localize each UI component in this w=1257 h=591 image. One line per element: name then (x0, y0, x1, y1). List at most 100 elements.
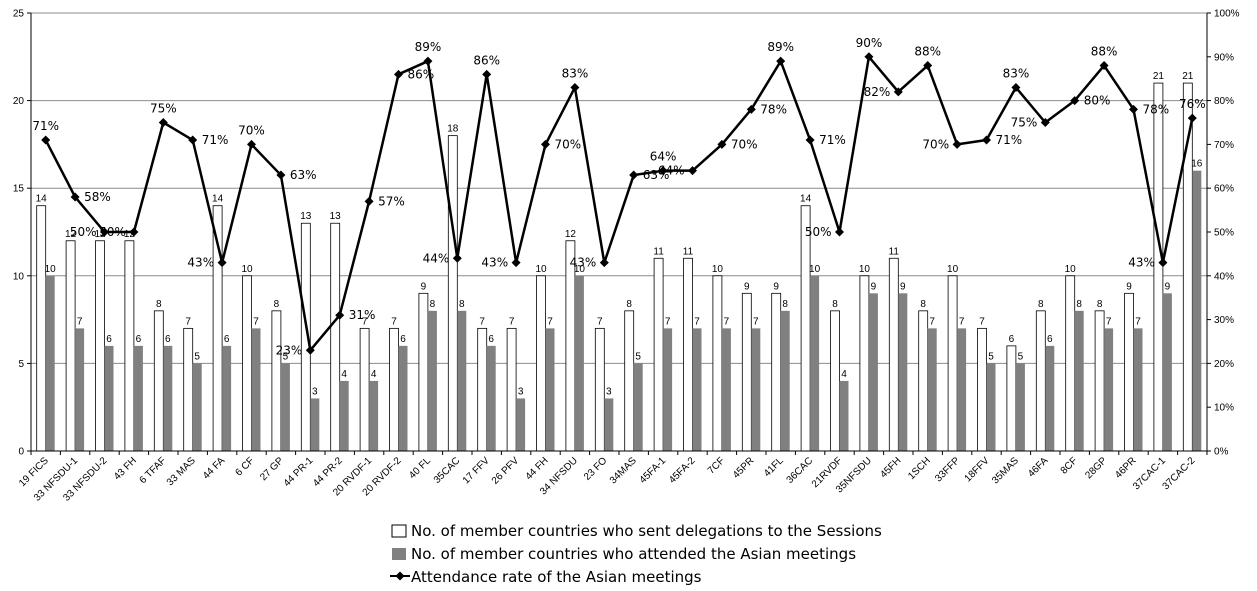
rate-value-label: 43% (187, 256, 214, 270)
bars (36, 82, 1202, 452)
bar-attended-value: 6 (1047, 334, 1053, 345)
x-axis-tick-label: 33FFP (933, 455, 962, 484)
bar-sent (36, 205, 47, 452)
rate-value-label: 64% (658, 164, 685, 178)
bar-attended (75, 328, 85, 451)
bar-attended-value: 6 (488, 334, 494, 345)
x-axis-tick-label: 34MAS (608, 455, 639, 486)
bar-sent-value: 8 (920, 299, 926, 310)
legend: No. of member countries who sent delegat… (390, 522, 882, 586)
bar-sent-value: 8 (626, 299, 632, 310)
rate-value-label: 43% (481, 256, 508, 270)
rate-marker (129, 227, 139, 237)
bar-sent (594, 327, 605, 452)
bar-attended (1133, 328, 1143, 451)
right-axis-tick-label: 30% (1214, 315, 1234, 326)
bar-sent (888, 257, 899, 452)
bar-attended-value: 7 (929, 316, 935, 327)
bar-attended-value: 7 (959, 316, 965, 327)
rate-value-label: 89% (767, 40, 794, 54)
bar-attended-value: 10 (45, 264, 57, 275)
rate-marker (893, 87, 903, 97)
bar-sent-value: 10 (712, 264, 724, 275)
rate-value-label: 50% (805, 225, 832, 239)
bar-sent-value: 7 (479, 316, 485, 327)
bar-attended (251, 328, 261, 451)
rate-value-label: 71% (202, 133, 229, 147)
x-axis-tick-label: 35MAS (990, 455, 1021, 486)
rate-value-label: 70% (922, 137, 949, 151)
rate-marker (717, 139, 727, 149)
rate-marker (1070, 96, 1080, 106)
bar-attended-value: 7 (253, 316, 259, 327)
bar-attended-value: 7 (724, 316, 730, 327)
bar-sent (712, 275, 723, 452)
rate-value-label: 71% (996, 133, 1023, 147)
bar-attended (1104, 328, 1114, 451)
bar-attended (839, 380, 849, 451)
bar-sent (447, 135, 458, 452)
x-axis-tick-label: 40 FL (407, 455, 433, 481)
bar-attended (1045, 345, 1055, 451)
x-axis-tick-label: 44 PR-1 (282, 455, 316, 489)
rate-value-label: 88% (1091, 45, 1118, 59)
bar-attended (663, 328, 673, 451)
rate-marker (1129, 104, 1138, 114)
rate-value-label: 80% (1084, 94, 1111, 108)
data-labels: 1410127126126867514610785133134747698188… (32, 36, 1205, 398)
bar-sent (947, 275, 958, 452)
legend-marker-rate (395, 571, 405, 581)
legend-swatch-attended (392, 548, 406, 560)
rate-marker (482, 69, 492, 79)
bar-sent (95, 240, 105, 452)
bar-sent (859, 275, 870, 452)
bar-attended-value: 10 (809, 264, 821, 275)
bar-attended-value: 3 (312, 386, 318, 397)
bar-attended-value: 7 (753, 316, 759, 327)
bar-sent-value: 14 (212, 194, 224, 205)
rate-marker (658, 166, 668, 176)
x-axis-tick-label: 45FH (878, 455, 903, 480)
x-axis-tick-label: 23 FO (582, 455, 610, 483)
rate-value-label: 50% (70, 225, 97, 239)
left-axis-tick-label: 0 (18, 447, 24, 458)
bar-sent (1124, 292, 1134, 452)
rate-marker (158, 118, 168, 127)
rate-value-label: 86% (473, 53, 500, 67)
bar-attended-value: 8 (459, 299, 465, 310)
bar-attended-value: 5 (635, 351, 641, 362)
rate-marker (41, 135, 51, 145)
x-axis-tick-label: 35CAC (432, 455, 463, 486)
bar-attended-value: 5 (194, 351, 200, 362)
rate-value-label: 64% (650, 150, 677, 164)
bar-sent-value: 7 (362, 316, 368, 327)
bar-sent-value: 8 (156, 299, 162, 310)
bar-attended (369, 380, 379, 451)
x-axis-tick-label: 46FA (1026, 455, 1051, 480)
bar-sent-value: 7 (597, 316, 603, 327)
bar-sent-value: 10 (535, 264, 547, 275)
right-axis-tick-label: 20% (1214, 359, 1234, 370)
bar-sent (359, 327, 370, 452)
bar-attended (457, 310, 467, 451)
bar-sent-value: 7 (185, 316, 191, 327)
rate-marker (599, 258, 609, 268)
bar-attended (721, 328, 731, 451)
x-axis-tick-label: 43 FH (112, 455, 139, 482)
bar-sent-value: 12 (124, 229, 136, 240)
bar-attended (163, 345, 173, 451)
bar-sent (741, 292, 752, 452)
bar-attended-value: 3 (518, 386, 524, 397)
bar-sent-value: 12 (94, 229, 106, 240)
bar-sent (653, 257, 664, 452)
bar-sent-value: 21 (1153, 71, 1165, 82)
bar-attended (222, 345, 232, 451)
bar-sent (477, 327, 488, 452)
left-axis-tick-label: 5 (18, 359, 24, 370)
x-axis-tick-label: 44 FA (201, 455, 227, 481)
bar-attended-value: 5 (283, 351, 289, 362)
x-axis-tick-label: 44 FH (524, 455, 551, 482)
rate-marker (923, 61, 933, 71)
rate-value-label: 89% (415, 40, 442, 54)
